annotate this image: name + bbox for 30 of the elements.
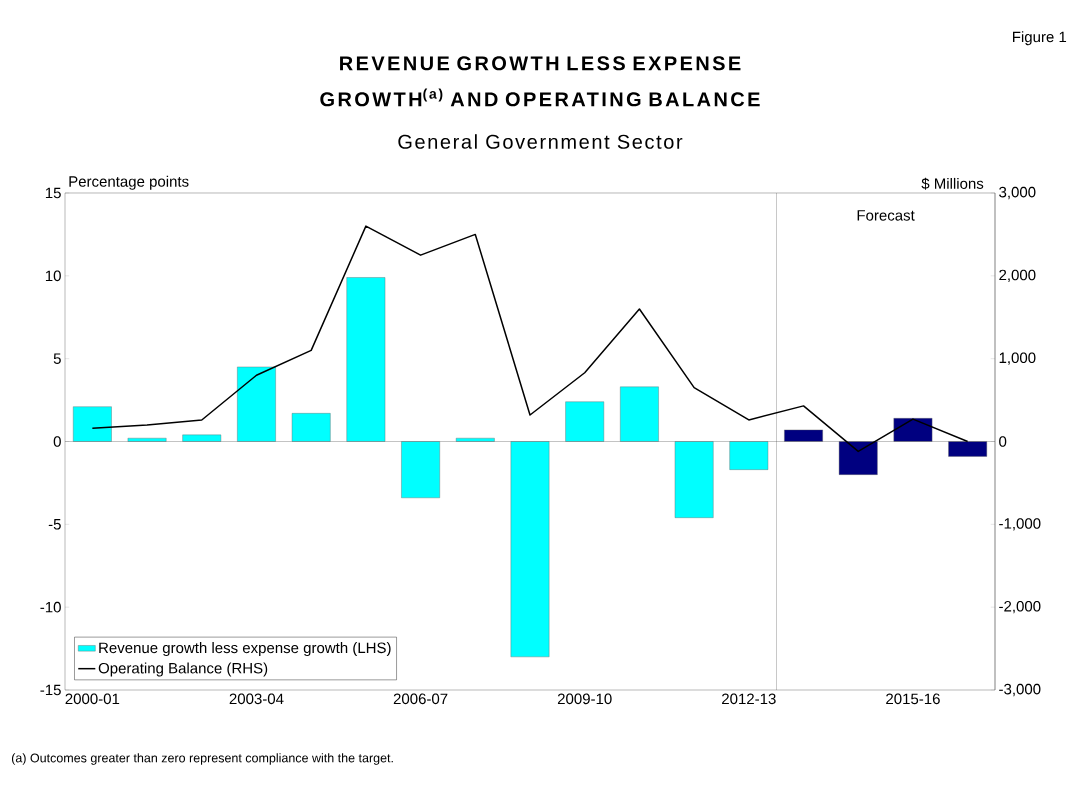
y2-tick-label: 1,000 bbox=[999, 352, 1036, 365]
y2-tick-label: -2,000 bbox=[999, 600, 1041, 614]
y2-tick-label: -3,000 bbox=[999, 683, 1041, 697]
y-tick-label: 15 bbox=[45, 187, 61, 199]
y2-tick-label: 2,000 bbox=[999, 269, 1036, 283]
caption: Figure 1 bbox=[1013, 31, 1067, 46]
y-tick-label: 10 bbox=[45, 270, 61, 282]
y2-tick-label: 0 bbox=[999, 436, 1007, 447]
x-tick-label: 2012-13 bbox=[722, 693, 776, 705]
x-tick-label: 2003-04 bbox=[229, 693, 284, 705]
x-tick-label: 2006-07 bbox=[393, 693, 448, 705]
chart-title: REVENUE GROWTH LESS EXPENSE GROWTH$^{(a)}$ AND OPERATING BALANCE bbox=[320, 56, 760, 107]
y-tick-label: -5 bbox=[48, 519, 61, 530]
annotation: Forecast bbox=[857, 210, 915, 221]
y-axis-title: Percentage points bbox=[69, 175, 189, 190]
y2-tick-label: 3,000 bbox=[999, 186, 1036, 200]
y-tick-label: -10 bbox=[40, 601, 61, 613]
legend-label: Revenue growth less expense growth (LHS) bbox=[99, 642, 391, 657]
y2-tick-label: -1,000 bbox=[999, 518, 1041, 531]
x-tick-label: 2015-16 bbox=[886, 693, 940, 705]
legend-label: Operating Balance (RHS) bbox=[98, 662, 268, 677]
text: (a) Outcomes greater than zero represent compliance with the target. bbox=[11, 753, 393, 765]
x-tick-label: 2000-01 bbox=[65, 693, 120, 705]
y-tick-label: 0 bbox=[53, 436, 61, 447]
x-tick-label: 2009-10 bbox=[557, 693, 612, 705]
y2-axis-title: $ Millions bbox=[921, 177, 984, 190]
line-series bbox=[91, 225, 969, 453]
chart-subtitle: General Government Sector bbox=[398, 134, 683, 149]
y-tick-label: 5 bbox=[53, 353, 61, 364]
y-tick-label: -15 bbox=[40, 684, 61, 696]
